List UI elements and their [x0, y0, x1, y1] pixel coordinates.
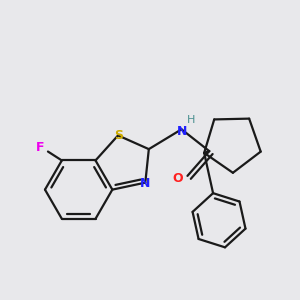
Text: N: N: [177, 125, 188, 138]
Text: O: O: [172, 172, 183, 185]
Text: N: N: [140, 177, 151, 190]
Text: H: H: [187, 116, 196, 125]
Text: F: F: [36, 141, 44, 154]
Text: S: S: [115, 129, 124, 142]
